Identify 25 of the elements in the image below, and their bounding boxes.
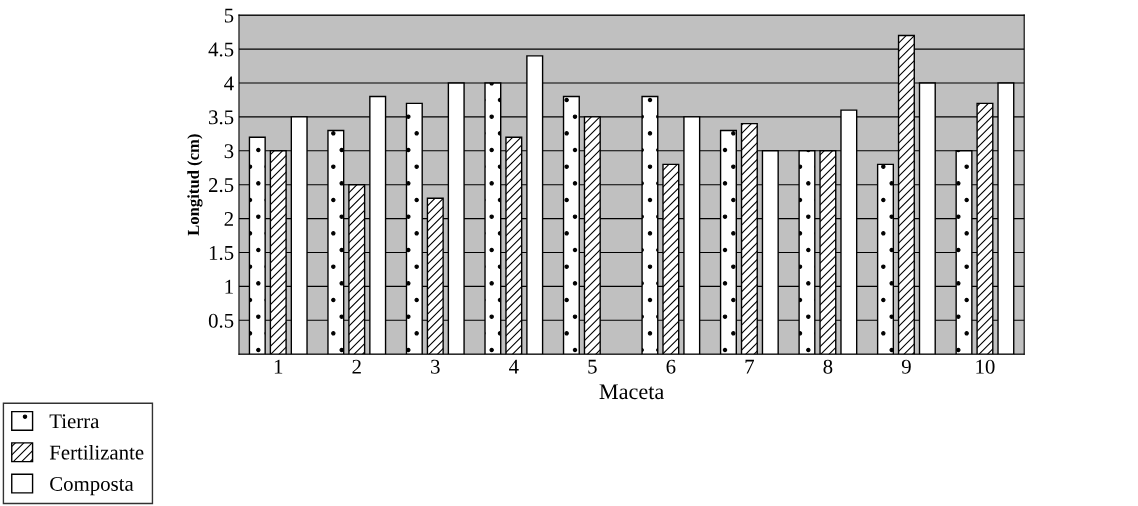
y-tick-label: 1.5 [209,245,234,261]
y-tick-label: 3.5 [209,110,234,125]
y-axis-title: Longitud (cm) [187,134,203,236]
x-tick-label: 8 [823,359,833,374]
x-tick-label: 7 [745,359,754,374]
y-tick-label: 1 [225,279,233,294]
y-tick-label: 4 [224,76,234,91]
x-tick-label: 4 [509,359,519,374]
legend-label: Composta [50,476,134,496]
x-tick-label: 1 [274,359,283,374]
x-tick-label: 5 [588,359,597,374]
x-axis-title: Maceta [599,384,664,400]
x-tick-label: 10 [976,359,995,374]
y-tick-label: 4.5 [208,42,234,57]
y-tick-label: 5 [224,8,234,23]
y-tick-label: 3 [224,144,234,159]
x-tick-label: 6 [666,359,676,374]
x-tick-label: 3 [431,359,440,374]
legend-label: Fertilizante [49,444,144,460]
legend-label: Tierra [49,414,100,429]
y-tick-label: 2.5 [208,178,234,193]
x-tick-label: 9 [901,359,911,374]
x-tick-label: 2 [352,359,361,374]
y-tick-label: 2 [224,212,233,226]
y-tick-label: 0.5 [208,313,234,328]
